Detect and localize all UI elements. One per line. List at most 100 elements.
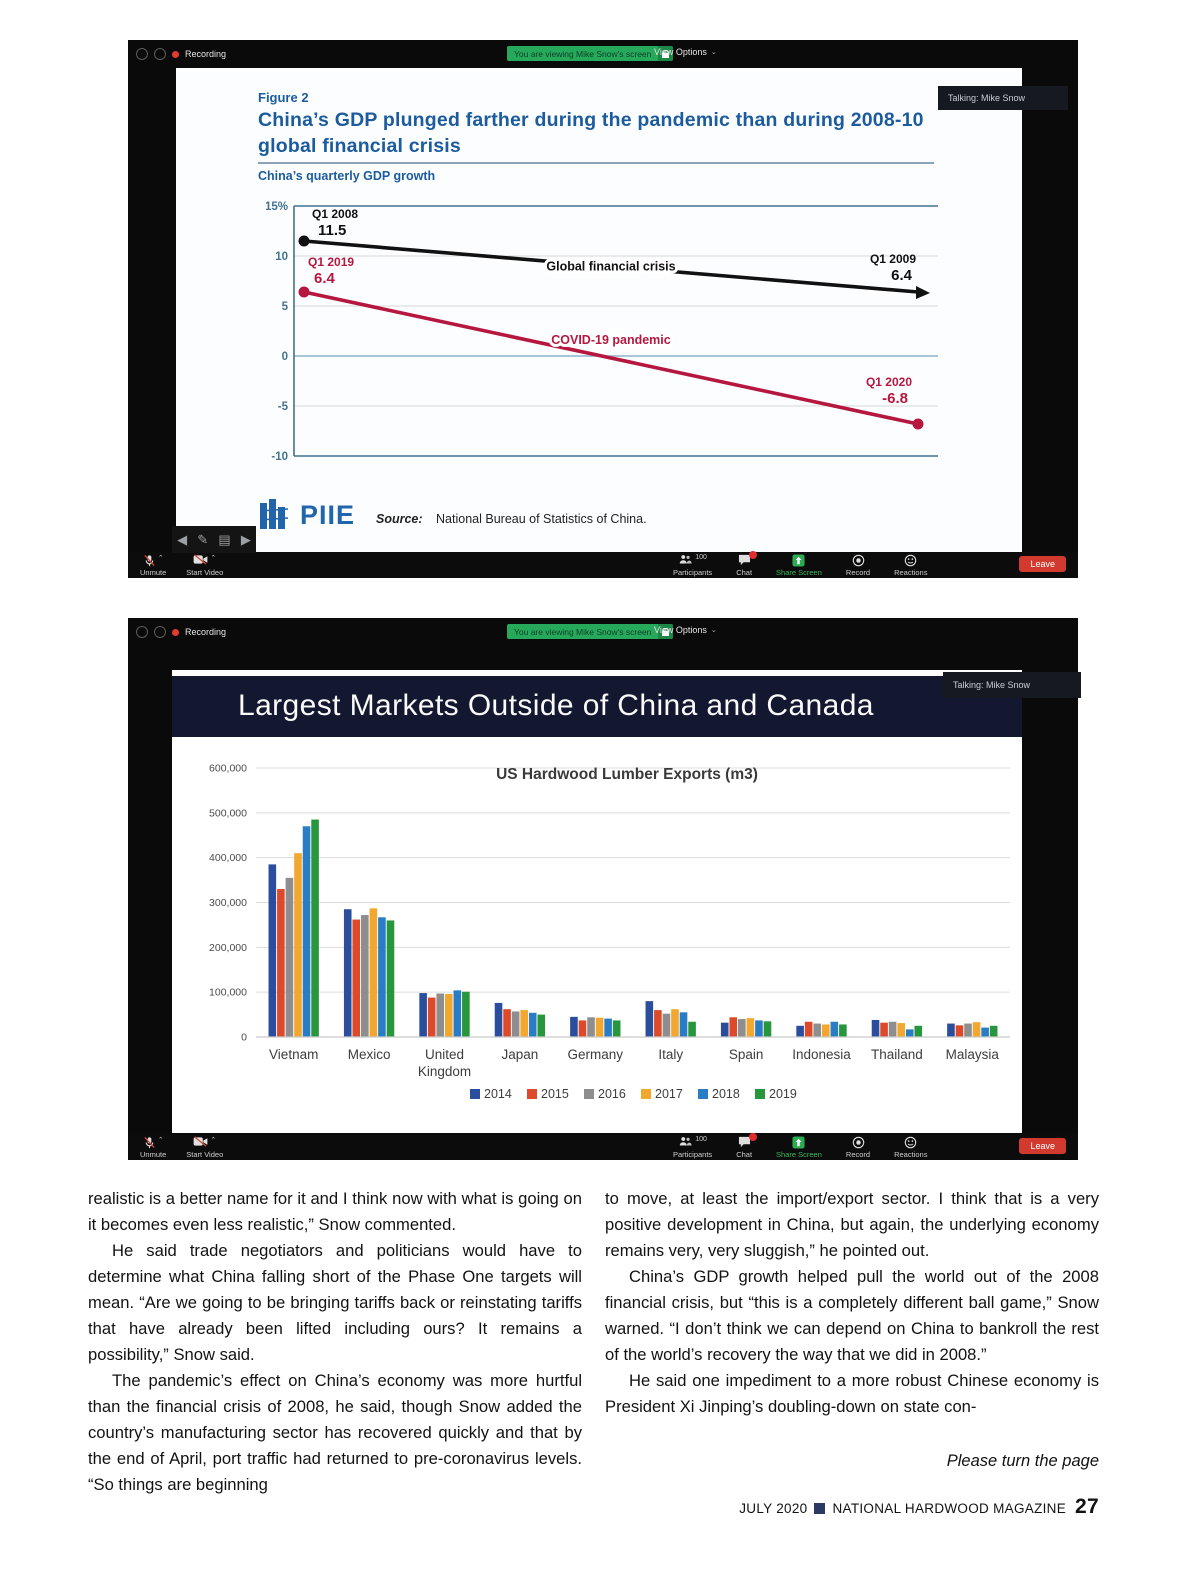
svg-text:US Hardwood Lumber Exports (m3: US Hardwood Lumber Exports (m3) — [496, 766, 758, 783]
talking-indicator: Talking: Mike Snow — [943, 672, 1081, 698]
chevron-down-icon: ⌄ — [710, 49, 717, 56]
svg-text:0: 0 — [241, 1032, 247, 1044]
reactions-button[interactable]: Reactions — [894, 1136, 927, 1159]
article-body: realistic is a better name for it and I … — [88, 1186, 1099, 1522]
chat-notification-badge — [748, 1133, 757, 1141]
annotate-pen-button[interactable]: ✎ — [197, 531, 209, 547]
svg-text:Spain: Spain — [729, 1047, 764, 1062]
lock-icon — [658, 46, 674, 61]
piie-logo-icon — [259, 499, 289, 529]
chevron-up-icon[interactable]: ⌃ — [157, 1137, 164, 1144]
camera-icon — [193, 554, 208, 565]
figure-subtitle: China’s quarterly GDP growth — [258, 169, 436, 183]
svg-text:COVID-19 pandemic: COVID-19 pandemic — [551, 333, 671, 347]
info-icon[interactable] — [136, 626, 148, 638]
viewing-banner[interactable]: You are viewing Mike Snow's screen — [507, 46, 674, 61]
source-text: National Bureau of Statistics of China. — [436, 512, 647, 526]
svg-text:-5: -5 — [278, 401, 289, 413]
svg-text:Thailand: Thailand — [871, 1047, 923, 1062]
svg-text:Q1 2008: Q1 2008 — [312, 207, 358, 221]
previous-slide-button[interactable]: ◀ — [177, 531, 188, 547]
next-slide-button[interactable]: ▶ — [240, 531, 251, 547]
exports-bar-chart: 600,000 500,000 400,000 300,000 200,000 100,0… — [209, 763, 1010, 1101]
paragraph: realistic is a better name for it and I … — [88, 1189, 582, 1234]
article-right-column: to move, at least the import/export sect… — [605, 1186, 1099, 1522]
participants-icon — [680, 1137, 692, 1146]
recording-label: Recording — [185, 49, 227, 59]
svg-text:Mexico: Mexico — [348, 1047, 391, 1062]
share-screen-button[interactable]: Share Screen — [776, 554, 822, 577]
recording-label: Recording — [185, 627, 227, 637]
paragraph: He said trade negotiators and politician… — [88, 1241, 582, 1364]
svg-text:2014: 2014 — [484, 1087, 512, 1101]
shield-icon[interactable] — [154, 626, 166, 638]
paragraph: He said one impediment to a more robust … — [605, 1371, 1099, 1416]
record-button[interactable]: Record — [846, 1136, 870, 1159]
start-video-button[interactable]: ⌃ Start Video — [186, 554, 224, 577]
chat-notification-badge — [748, 551, 757, 559]
chevron-up-icon[interactable]: ⌃ — [210, 1137, 217, 1144]
svg-text:Indonesia: Indonesia — [792, 1047, 851, 1062]
piie-logo: PIIE — [258, 498, 355, 532]
info-icon[interactable] — [136, 48, 148, 60]
svg-text:10: 10 — [275, 251, 288, 263]
svg-text:100,000: 100,000 — [209, 987, 247, 999]
microphone-icon — [144, 554, 155, 567]
view-options-button[interactable]: View Options ⌄ — [654, 625, 717, 635]
zoom-bottom-bar: ⌃ Unmute ⌃ Start Video 100 — [128, 1133, 1078, 1160]
svg-text:Vietnam: Vietnam — [269, 1047, 318, 1062]
camera-icon — [193, 1136, 208, 1147]
record-button[interactable]: Record — [846, 554, 870, 577]
view-options-label: View Options — [654, 625, 707, 635]
slide-overview-button[interactable]: ▤ — [218, 531, 231, 547]
view-options-button[interactable]: View Options ⌄ — [654, 47, 717, 57]
reactions-icon — [905, 554, 917, 567]
leave-button[interactable]: Leave — [1019, 556, 1066, 572]
participants-button[interactable]: 100 Participants — [673, 554, 713, 577]
leave-button[interactable]: Leave — [1019, 1138, 1066, 1154]
record-icon — [852, 554, 864, 567]
reactions-button[interactable]: Reactions — [894, 554, 927, 577]
paragraph: to move, at least the import/export sect… — [605, 1189, 1099, 1260]
viewing-banner[interactable]: You are viewing Mike Snow's screen — [507, 624, 674, 639]
svg-text:6.4: 6.4 — [314, 270, 336, 287]
svg-text:500,000: 500,000 — [209, 807, 247, 819]
chevron-up-icon[interactable]: ⌃ — [210, 555, 217, 562]
svg-text:2016: 2016 — [598, 1087, 626, 1101]
source-row: Source: National Bureau of Statistics of… — [376, 512, 647, 526]
shield-icon[interactable] — [154, 48, 166, 60]
unmute-button[interactable]: ⌃ Unmute — [140, 554, 167, 577]
share-screen-button[interactable]: Share Screen — [776, 1136, 822, 1159]
magazine-footer: JULY 2020 NATIONAL HARDWOOD MAGAZINE 27 — [605, 1494, 1099, 1522]
paragraph: China’s GDP growth helped pull the world… — [605, 1267, 1099, 1364]
svg-text:2015: 2015 — [541, 1087, 569, 1101]
zoom-window-exports-chart: Recording You are viewing Mike Snow's sc… — [128, 618, 1081, 1160]
piie-logo-text: PIIE — [300, 499, 356, 530]
gdp-slide: Figure 2 China’s GDP plunged farther dur… — [176, 68, 1022, 552]
svg-text:Germany: Germany — [568, 1047, 624, 1062]
participants-button[interactable]: 100 Participants — [673, 1136, 713, 1159]
slide-title: Largest Markets Outside of China and Can… — [238, 689, 874, 722]
share-screen-icon — [792, 554, 806, 567]
recording-indicator-icon — [172, 628, 179, 636]
footer-square-icon — [814, 1502, 826, 1514]
chat-button[interactable]: Chat — [736, 551, 757, 577]
chevron-up-icon[interactable]: ⌃ — [157, 555, 164, 562]
paragraph: The pandemic’s effect on China’s economy… — [88, 1371, 582, 1494]
svg-text:2017: 2017 — [655, 1087, 683, 1101]
svg-text:600,000: 600,000 — [209, 763, 247, 775]
start-video-button[interactable]: ⌃ Start Video — [186, 1136, 224, 1159]
microphone-icon — [144, 1136, 155, 1149]
svg-text:Italy: Italy — [658, 1047, 683, 1062]
footer-issue: JULY 2020 — [739, 1501, 808, 1516]
svg-text:Japan: Japan — [502, 1047, 539, 1062]
zoom-top-bar: Recording You are viewing Mike Snow's sc… — [128, 618, 1078, 646]
unmute-button[interactable]: ⌃ Unmute — [140, 1136, 167, 1159]
turn-page-note: Please turn the page — [946, 1452, 1099, 1470]
svg-text:5: 5 — [282, 301, 289, 313]
svg-text:2019: 2019 — [769, 1087, 797, 1101]
chat-button[interactable]: Chat — [736, 1133, 757, 1159]
svg-text:Q1 2009: Q1 2009 — [870, 252, 916, 266]
